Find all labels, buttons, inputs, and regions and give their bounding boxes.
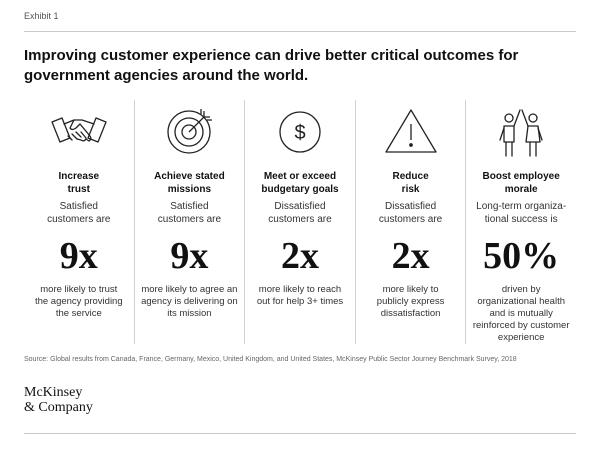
outcome-column-budget: $ Meet or exceed budgetary goals Dissati… <box>244 100 355 344</box>
outcome-title: Reduce risk <box>392 171 429 195</box>
warning-triangle-icon <box>382 104 440 158</box>
exhibit-label: Exhibit 1 <box>24 11 59 21</box>
bottom-divider <box>24 433 576 434</box>
outcome-description: more likely to agree an agency is delive… <box>141 284 238 319</box>
source-note: Source: Global results from Canada, Fran… <box>24 356 517 363</box>
outcome-title: Increase trust <box>58 171 100 195</box>
outcome-stat: 50% <box>483 235 560 277</box>
outcome-intro: Dissatisfied customers are <box>268 201 332 225</box>
mckinsey-logo: McKinsey & Company <box>24 385 93 415</box>
outcome-intro: Long-term organiza- tional success is <box>476 201 567 225</box>
outcome-description: driven by organizational health and is m… <box>472 284 570 343</box>
outcome-title: Boost employee morale <box>482 171 560 195</box>
outcome-column-missions: Achieve stated missions Satisfied custom… <box>133 100 245 344</box>
outcome-title: Achieve stated missions <box>154 171 225 195</box>
employees-high-five-icon <box>492 104 550 158</box>
outcome-column-morale: Boost employee morale Long-term organiza… <box>465 100 576 344</box>
top-divider <box>24 31 576 32</box>
outcome-stat: 2x <box>391 235 430 277</box>
outcome-column-trust: Increase trust Satisfied customers are 9… <box>24 100 134 344</box>
outcome-stat: 2x <box>280 235 319 277</box>
outcome-intro: Dissatisfied customers are <box>378 201 443 225</box>
handshake-icon <box>50 104 108 158</box>
outcome-intro: Satisfied customers are <box>47 201 111 225</box>
outcome-description: more likely to reach out for help 3+ tim… <box>256 284 344 307</box>
outcome-stat: 9x <box>170 235 209 277</box>
outcome-column-risk: Reduce risk Dissatisfied customers are 2… <box>354 100 466 344</box>
target-icon <box>160 104 218 158</box>
dollar-coin-icon: $ <box>271 104 329 158</box>
outcome-description: more likely to publicly express dissatis… <box>376 284 445 319</box>
outcome-columns: Increase trust Satisfied customers are 9… <box>24 100 576 344</box>
svg-text:$: $ <box>294 122 305 144</box>
outcome-description: more likely to trust the agency providin… <box>34 284 123 319</box>
outcome-stat: 9x <box>59 235 98 277</box>
outcome-intro: Satisfied customers are <box>157 201 222 225</box>
page-title: Improving customer experience can drive … <box>24 47 519 84</box>
outcome-title: Meet or exceed budgetary goals <box>261 171 339 195</box>
